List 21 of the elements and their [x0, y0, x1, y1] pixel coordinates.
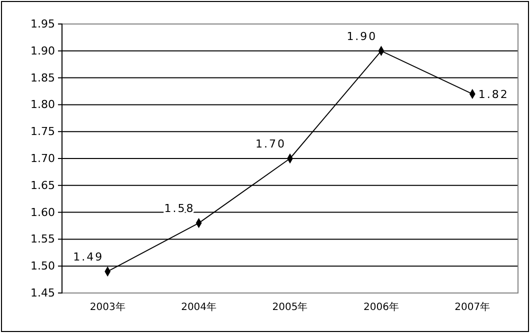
- y-tick-label: 1.55: [30, 232, 55, 246]
- y-tick-label: 1.90: [30, 44, 55, 58]
- y-tick-label: 1.75: [30, 125, 55, 138]
- x-tick-label: 2004年: [181, 301, 217, 314]
- x-tick-label: 2003年: [90, 301, 126, 314]
- y-tick-label: 1.85: [30, 71, 55, 84]
- data-label: 1.70: [256, 138, 286, 150]
- y-tick-label: 1.45: [30, 286, 55, 300]
- data-label: 1.82: [478, 88, 509, 101]
- data-label: 1.58: [164, 202, 195, 216]
- y-tick-label: 1.70: [30, 152, 55, 166]
- data-label: 1.90: [346, 30, 378, 43]
- y-tick-label: 1.65: [30, 178, 55, 192]
- y-tick-label: 1.50: [30, 260, 55, 273]
- y-tick-label: 1.80: [30, 98, 55, 112]
- x-tick-label: 2006年: [363, 301, 399, 314]
- x-tick-label: 2007年: [454, 301, 490, 314]
- x-tick-label: 2005年: [272, 301, 308, 314]
- data-label: 1.49: [73, 250, 104, 264]
- y-tick-label: 1.95: [30, 18, 55, 31]
- y-tick-label: 1.60: [30, 206, 55, 219]
